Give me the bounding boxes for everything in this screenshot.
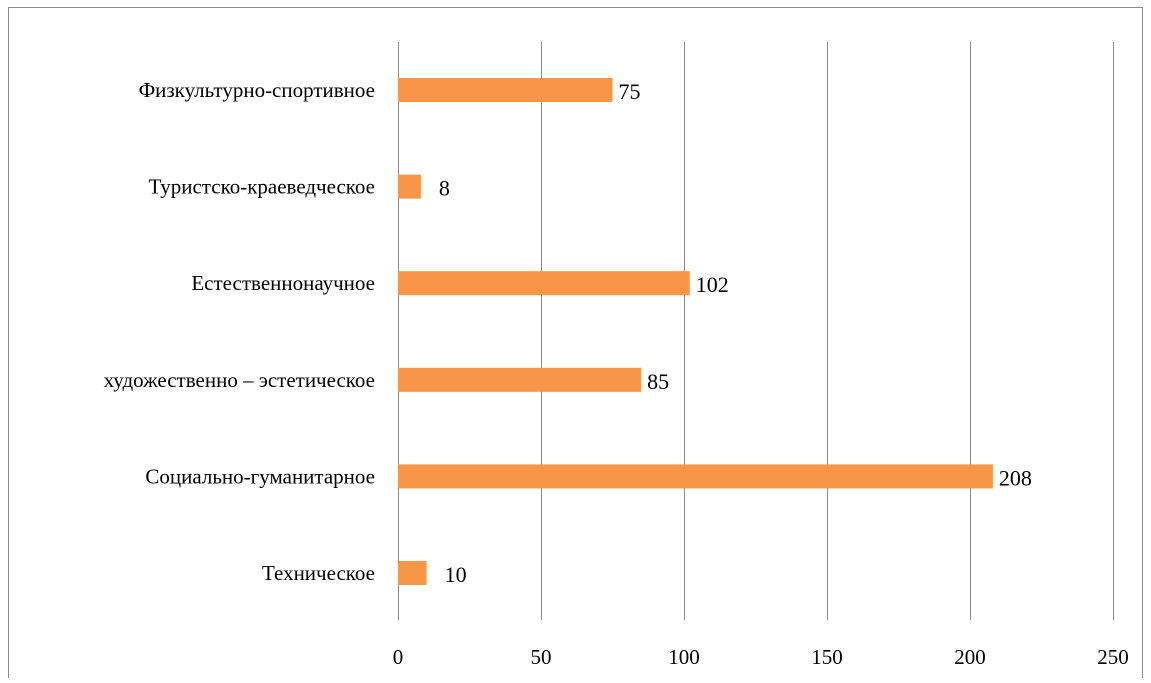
chart-border <box>8 7 1143 678</box>
x-tick-label: 0 <box>393 645 404 669</box>
chart-frame <box>8 7 1143 678</box>
category-label: Социально-гуманитарное <box>145 464 375 488</box>
bar <box>398 174 421 199</box>
category-labels: Физкультурно-спортивное Туристско-краевед… <box>104 78 375 585</box>
category-label: Туристско-краеведческое <box>148 175 375 199</box>
bars <box>398 78 993 585</box>
category-label: художественно – эстетическое <box>104 368 375 392</box>
bar <box>398 464 993 489</box>
data-label: 75 <box>619 79 641 104</box>
data-label: 85 <box>647 369 669 394</box>
bar <box>398 78 613 102</box>
x-tick-label: 250 <box>1097 645 1129 669</box>
category-label: Естественнонаучное <box>191 271 375 295</box>
x-tick-label: 100 <box>668 645 700 669</box>
gridlines <box>398 42 1114 620</box>
x-tick-label: 200 <box>954 645 986 669</box>
x-tick-labels: 0 50 100 150 200 250 <box>393 645 1129 669</box>
bar <box>398 367 642 392</box>
x-tick-label: 50 <box>531 645 552 669</box>
bar <box>398 271 690 296</box>
data-label: 208 <box>999 465 1032 490</box>
data-label: 10 <box>445 562 467 587</box>
data-label: 8 <box>439 176 450 201</box>
data-labels: 75 8 102 85 208 10 <box>439 79 1032 587</box>
category-label: Физкультурно-спортивное <box>139 78 375 102</box>
category-label: Техническое <box>262 561 375 585</box>
bar <box>398 561 427 585</box>
x-tick-label: 150 <box>811 645 843 669</box>
data-label: 102 <box>696 272 729 297</box>
